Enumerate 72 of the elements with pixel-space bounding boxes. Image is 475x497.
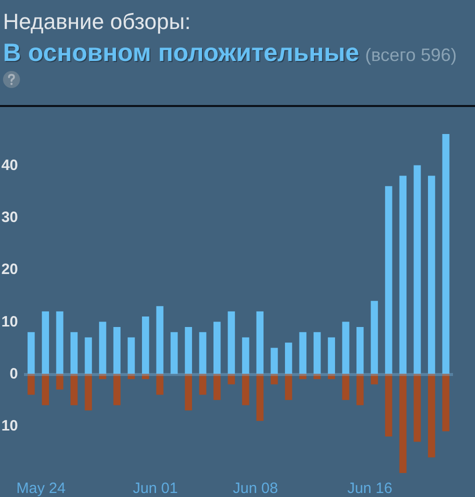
bar bbox=[113, 374, 121, 406]
bar bbox=[42, 311, 50, 374]
bar bbox=[442, 134, 450, 374]
bar bbox=[270, 374, 278, 384]
bar bbox=[414, 165, 421, 374]
bar bbox=[299, 374, 306, 380]
bar bbox=[356, 326, 364, 374]
bar bbox=[99, 374, 106, 380]
bar bbox=[128, 337, 135, 374]
y-tick-label: 0 bbox=[10, 365, 18, 382]
chart-title: Недавние обзоры: bbox=[3, 9, 191, 34]
bar bbox=[156, 374, 164, 395]
bar bbox=[284, 342, 292, 374]
bar bbox=[70, 374, 78, 406]
bar bbox=[256, 374, 264, 421]
bar bbox=[128, 374, 135, 380]
bar bbox=[228, 374, 235, 384]
bar bbox=[42, 374, 50, 406]
bar bbox=[314, 332, 321, 374]
bar bbox=[256, 311, 264, 374]
y-tick-label: 10 bbox=[1, 313, 18, 330]
bar bbox=[56, 374, 64, 390]
bar bbox=[199, 374, 206, 395]
y-tick-label: 40 bbox=[1, 156, 18, 174]
bar bbox=[56, 311, 64, 374]
chart-subtitle: В основном положительные bbox=[3, 39, 360, 67]
bar bbox=[342, 322, 350, 374]
bar bbox=[342, 374, 350, 400]
x-tick-label: Jun 08 bbox=[232, 480, 278, 497]
bar bbox=[270, 348, 278, 374]
x-tick-label: Jun 16 bbox=[347, 480, 392, 497]
bar bbox=[213, 374, 221, 400]
bar bbox=[356, 374, 364, 406]
text: (всего 596) bbox=[365, 45, 457, 65]
bar bbox=[156, 306, 164, 374]
bar bbox=[84, 374, 92, 410]
bar bbox=[370, 374, 378, 384]
bar bbox=[28, 332, 35, 374]
bar bbox=[370, 300, 378, 374]
x-tick-label: May 24 bbox=[16, 480, 66, 497]
bar bbox=[314, 374, 321, 380]
bar bbox=[299, 332, 306, 374]
bar bbox=[399, 374, 407, 473]
bar bbox=[242, 337, 250, 374]
bar bbox=[328, 337, 336, 374]
bar bbox=[328, 374, 336, 380]
bar bbox=[113, 326, 121, 374]
bar bbox=[84, 337, 92, 374]
bar bbox=[242, 374, 250, 406]
bar bbox=[184, 326, 192, 374]
bar bbox=[213, 322, 221, 374]
bar bbox=[428, 374, 436, 458]
bar bbox=[385, 374, 392, 436]
bar bbox=[414, 374, 421, 442]
bar bbox=[142, 316, 150, 374]
bar bbox=[228, 311, 235, 374]
y-tick-label: 30 bbox=[1, 208, 18, 226]
bar bbox=[70, 332, 78, 374]
x-tick-label: Jun 01 bbox=[132, 480, 178, 497]
bar bbox=[442, 374, 450, 432]
bar bbox=[428, 176, 436, 374]
bar bbox=[184, 374, 192, 410]
bar bbox=[284, 374, 292, 400]
bar bbox=[385, 186, 392, 374]
bar bbox=[99, 322, 106, 374]
y-tick-label: 10 bbox=[1, 418, 18, 435]
bar bbox=[170, 332, 178, 374]
bar bbox=[28, 374, 35, 395]
bar bbox=[199, 332, 206, 374]
bar bbox=[142, 374, 150, 380]
bar bbox=[399, 176, 407, 374]
y-tick-label: 20 bbox=[1, 261, 18, 278]
